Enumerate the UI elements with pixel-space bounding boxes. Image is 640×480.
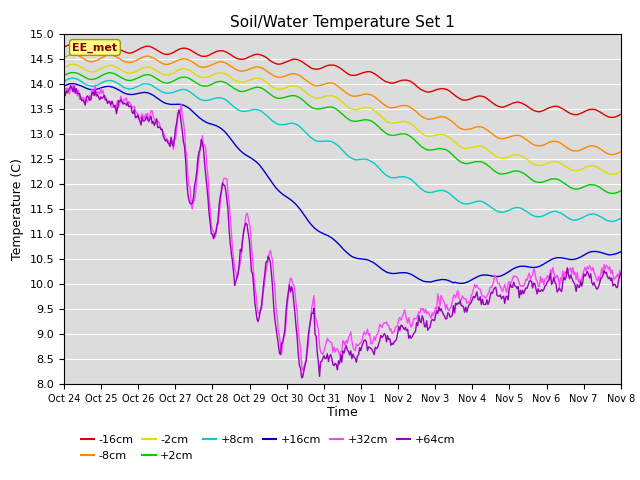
Legend: -16cm, -8cm, -2cm, +2cm, +8cm, +16cm, +32cm, +64cm: -16cm, -8cm, -2cm, +2cm, +8cm, +16cm, +3… bbox=[81, 435, 455, 461]
Text: EE_met: EE_met bbox=[72, 42, 118, 53]
Y-axis label: Temperature (C): Temperature (C) bbox=[11, 158, 24, 260]
Title: Soil/Water Temperature Set 1: Soil/Water Temperature Set 1 bbox=[230, 15, 455, 30]
X-axis label: Time: Time bbox=[327, 407, 358, 420]
